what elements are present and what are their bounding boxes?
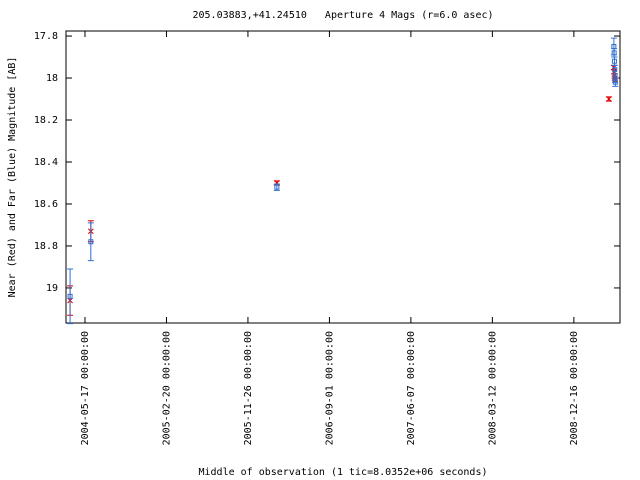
y-tick-label: 18.6 (34, 199, 58, 210)
point (612, 67, 618, 73)
point (611, 58, 617, 64)
point (274, 184, 280, 190)
error-bar (612, 77, 619, 87)
point (88, 239, 94, 245)
x-tick-label: 2005-02-20 00:00:00 (161, 331, 172, 445)
point (67, 293, 73, 299)
point (612, 79, 618, 85)
x-axis-label: Middle of observation (1 tic=8.0352e+06 … (199, 467, 488, 478)
y-axis-label: Near (Red) and Far (Blue) Magnitude [AB] (7, 57, 18, 298)
y-tick-label: 18 (46, 73, 58, 84)
plot-frame (65, 30, 621, 324)
x-tick-label: 2005-11-26 00:00:00 (243, 331, 254, 445)
x-tick-label: 2006-09-01 00:00:00 (324, 331, 335, 445)
point (273, 180, 280, 186)
x-tick-label: 2008-12-16 00:00:00 (569, 331, 580, 445)
x-tick-label: 2004-05-17 00:00:00 (80, 331, 91, 445)
error-bar (67, 268, 74, 325)
y-tick-label: 18.4 (34, 157, 58, 168)
point (606, 96, 612, 102)
point (611, 50, 617, 56)
x-tick-label: 2007-06-07 00:00:00 (406, 331, 417, 445)
x-tick-label: 2008-03-12 00:00:00 (487, 331, 498, 445)
y-tick-label: 17.8 (34, 31, 58, 42)
y-tick-label: 18.2 (34, 115, 58, 126)
y-tick-label: 19 (46, 283, 58, 294)
chart-title: 205.03883,+41.24510 Aperture 4 Mags (r=6… (192, 10, 493, 21)
error-bar (87, 222, 94, 262)
y-tick-label: 18.8 (34, 241, 58, 252)
